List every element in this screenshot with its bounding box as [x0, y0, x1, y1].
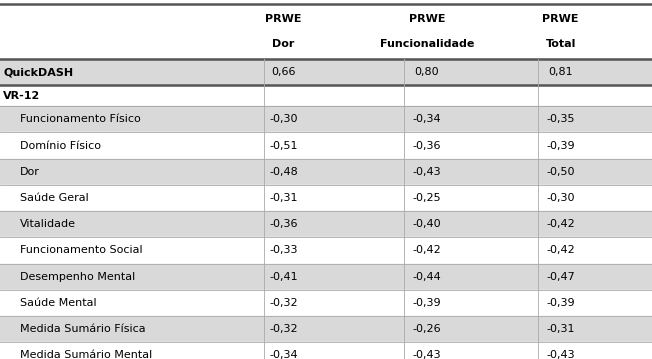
Text: -0,41: -0,41 — [269, 272, 298, 281]
Text: -0,31: -0,31 — [269, 193, 298, 203]
Bar — [0, 290, 652, 316]
Text: -0,42: -0,42 — [413, 246, 441, 255]
Text: Medida Sumário Física: Medida Sumário Física — [20, 324, 145, 334]
Text: -0,48: -0,48 — [269, 167, 298, 177]
Text: -0,42: -0,42 — [546, 219, 575, 229]
Text: Medida Sumário Mental: Medida Sumário Mental — [20, 350, 152, 359]
Bar — [0, 342, 652, 359]
Bar — [0, 211, 652, 237]
Text: -0,50: -0,50 — [546, 167, 575, 177]
Text: Desempenho Mental: Desempenho Mental — [20, 272, 135, 281]
Bar — [0, 237, 652, 264]
Text: -0,39: -0,39 — [546, 298, 575, 308]
Text: 0,66: 0,66 — [271, 67, 296, 77]
Bar — [0, 4, 652, 59]
Text: Dor: Dor — [20, 167, 39, 177]
Text: -0,30: -0,30 — [546, 193, 575, 203]
Text: -0,36: -0,36 — [413, 141, 441, 150]
Text: Saúde Geral: Saúde Geral — [20, 193, 88, 203]
Text: QuickDASH: QuickDASH — [3, 67, 74, 77]
Text: Dor: Dor — [273, 39, 295, 49]
Text: -0,25: -0,25 — [413, 193, 441, 203]
Text: -0,32: -0,32 — [269, 324, 298, 334]
Text: -0,33: -0,33 — [269, 246, 298, 255]
Bar — [0, 159, 652, 185]
Text: -0,31: -0,31 — [546, 324, 575, 334]
Text: -0,44: -0,44 — [413, 272, 441, 281]
Text: -0,42: -0,42 — [546, 246, 575, 255]
Text: -0,51: -0,51 — [269, 141, 298, 150]
Bar — [0, 59, 652, 85]
Text: VR-12: VR-12 — [3, 91, 40, 101]
Bar — [0, 316, 652, 342]
Text: -0,43: -0,43 — [413, 350, 441, 359]
Text: 0,80: 0,80 — [415, 67, 439, 77]
Text: Vitalidade: Vitalidade — [20, 219, 76, 229]
Text: PRWE: PRWE — [265, 14, 302, 24]
Bar — [0, 85, 652, 106]
Text: -0,34: -0,34 — [413, 115, 441, 124]
Text: -0,34: -0,34 — [269, 350, 298, 359]
Text: -0,43: -0,43 — [546, 350, 575, 359]
Text: -0,36: -0,36 — [269, 219, 298, 229]
Text: -0,35: -0,35 — [546, 115, 575, 124]
Text: Funcionamento Social: Funcionamento Social — [20, 246, 142, 255]
Text: Total: Total — [546, 39, 576, 49]
Text: -0,39: -0,39 — [546, 141, 575, 150]
Text: -0,39: -0,39 — [413, 298, 441, 308]
Text: Domínio Físico: Domínio Físico — [20, 141, 100, 150]
Text: -0,47: -0,47 — [546, 272, 575, 281]
Text: PRWE: PRWE — [542, 14, 579, 24]
Bar — [0, 132, 652, 159]
Text: -0,30: -0,30 — [269, 115, 298, 124]
Bar — [0, 185, 652, 211]
Text: PRWE: PRWE — [409, 14, 445, 24]
Text: -0,26: -0,26 — [413, 324, 441, 334]
Text: Funcionamento Físico: Funcionamento Físico — [20, 115, 140, 124]
Text: Funcionalidade: Funcionalidade — [380, 39, 474, 49]
Bar — [0, 106, 652, 132]
Text: Saúde Mental: Saúde Mental — [20, 298, 96, 308]
Bar — [0, 264, 652, 290]
Text: -0,40: -0,40 — [413, 219, 441, 229]
Text: -0,32: -0,32 — [269, 298, 298, 308]
Text: -0,43: -0,43 — [413, 167, 441, 177]
Text: 0,81: 0,81 — [548, 67, 573, 77]
